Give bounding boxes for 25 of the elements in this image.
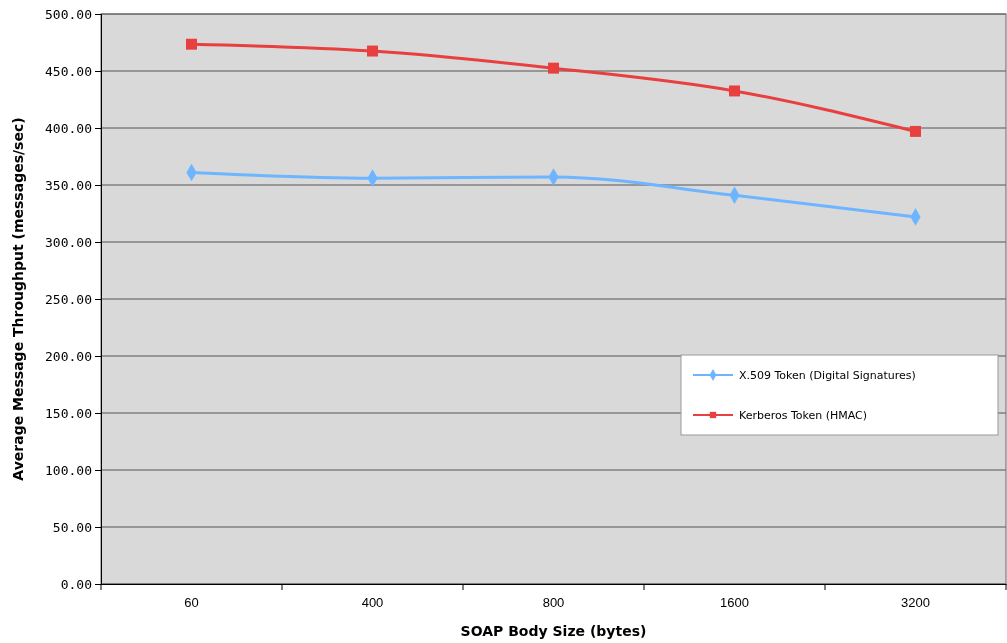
x-tick-label: 1600: [720, 595, 749, 611]
y-tick-label: 300.00: [45, 234, 92, 250]
y-tick-label: 50.00: [52, 519, 92, 535]
legend-label: X.509 Token (Digital Signatures): [739, 369, 916, 382]
y-tick-label: 250.00: [45, 291, 92, 307]
y-tick-label: 200.00: [45, 348, 92, 364]
y-tick-label: 350.00: [45, 177, 92, 193]
y-tick-label: 450.00: [45, 63, 92, 79]
point: [367, 45, 378, 57]
x-tick-label: 60: [184, 595, 199, 611]
x-axis-title: SOAP Body Size (bytes): [460, 623, 647, 639]
x-tick-label: 800: [542, 595, 565, 611]
y-tick-label: 150.00: [45, 405, 92, 421]
y-tick-label: 400.00: [45, 120, 92, 136]
point: [186, 38, 197, 50]
x-tick-label: 3200: [901, 595, 930, 611]
y-tick-label: 0.00: [60, 576, 92, 592]
y-tick-label: 100.00: [45, 462, 92, 478]
x-tick-label: 400: [361, 595, 384, 611]
point: [729, 85, 740, 97]
point: [548, 62, 559, 74]
point: [910, 125, 921, 137]
legend-label: Kerberos Token (HMAC): [739, 409, 868, 422]
y-tick-label: 500.00: [45, 6, 92, 22]
y-axis-title: Average Message Throughput (messages/sec): [10, 117, 26, 481]
